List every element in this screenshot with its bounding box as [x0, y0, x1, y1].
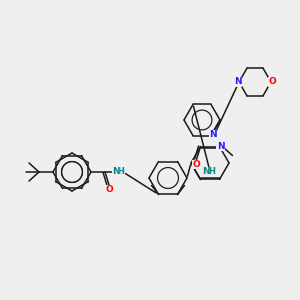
- Text: N: N: [202, 167, 209, 176]
- Text: N: N: [217, 142, 224, 151]
- Text: O: O: [193, 160, 200, 169]
- Text: O: O: [268, 77, 276, 86]
- Text: H: H: [118, 167, 124, 176]
- Text: N: N: [209, 130, 217, 139]
- Text: H: H: [208, 167, 215, 176]
- Text: N: N: [112, 167, 120, 176]
- Text: O: O: [105, 185, 113, 194]
- Text: N: N: [234, 77, 242, 86]
